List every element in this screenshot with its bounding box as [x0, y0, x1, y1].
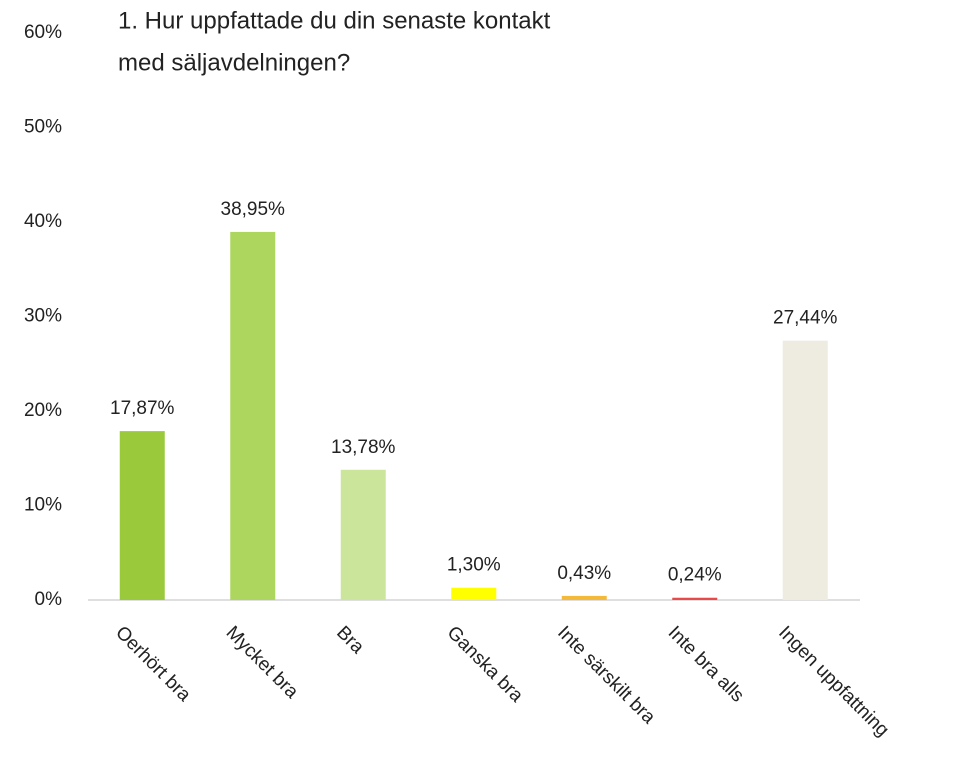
- x-tick-label: Oerhört bra: [111, 622, 195, 706]
- bar: [119, 431, 165, 600]
- bar: [340, 469, 386, 600]
- x-tick-label: Bra: [332, 622, 368, 658]
- x-tick-label: Ingen uppfattning: [774, 622, 893, 741]
- bar: [451, 587, 497, 600]
- value-label: 17,87%: [110, 398, 175, 419]
- value-label: 13,78%: [331, 437, 396, 458]
- y-tick-label: 20%: [24, 400, 62, 421]
- chart-title: 1. Hur uppfattade du din senaste kontakt: [118, 7, 551, 34]
- chart-title: med säljavdelningen?: [118, 49, 350, 76]
- value-label: 0,43%: [557, 563, 611, 584]
- bar: [230, 231, 276, 601]
- x-tick-label: Inte bra alls: [664, 622, 748, 706]
- x-tick-label: Mycket bra: [222, 622, 303, 703]
- bar: [672, 597, 718, 600]
- y-tick-label: 30%: [24, 306, 62, 327]
- value-label: 1,30%: [447, 555, 501, 576]
- x-tick-label: Inte särskilt bra: [553, 622, 659, 728]
- x-tick-label: Ganska bra: [443, 622, 528, 707]
- y-tick-label: 50%: [24, 117, 62, 138]
- value-label: 0,24%: [668, 565, 722, 586]
- y-tick-label: 60%: [24, 22, 62, 43]
- bar: [561, 595, 607, 600]
- value-label: 27,44%: [773, 308, 838, 329]
- value-label: 38,95%: [221, 199, 286, 220]
- y-tick-label: 0%: [35, 589, 63, 610]
- y-tick-label: 40%: [24, 211, 62, 232]
- y-tick-label: 10%: [24, 495, 62, 516]
- bar: [782, 340, 828, 600]
